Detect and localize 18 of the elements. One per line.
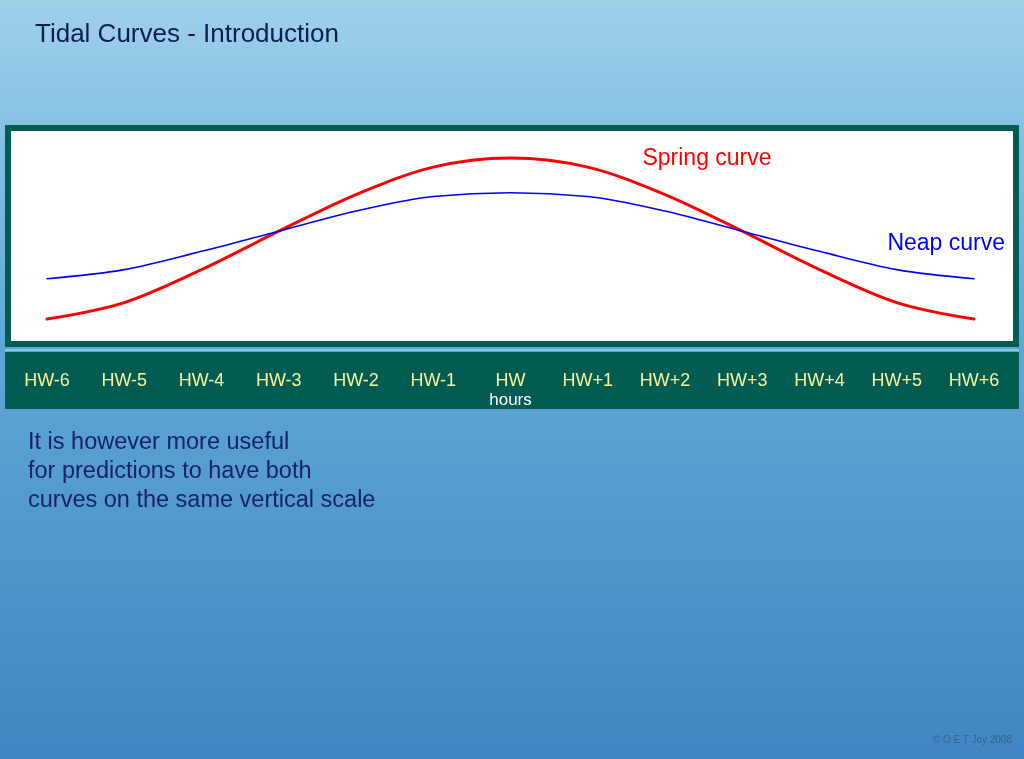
x-tick-label: HW-3 [255,370,302,390]
x-tick-label: HW-1 [410,370,457,390]
x-tick-label: HW+2 [639,370,691,390]
x-axis-title: hours [489,390,532,409]
x-tick-label: HW-5 [101,370,148,390]
series-label: Spring curve [642,144,772,170]
x-tick-label: HW [495,370,526,390]
x-tick-label: HW+5 [871,370,923,390]
x-tick-label: HW-6 [24,370,70,390]
x-tick-label: HW+3 [716,370,768,390]
x-tick-label: HW-4 [178,370,225,390]
chart-title: Tidal Curves - Introduction [35,18,339,48]
series-label: Neap curve [887,229,1005,255]
x-tick-label: HW+4 [794,370,845,390]
x-tick-label: HW+6 [948,370,1000,390]
x-tick-label: HW+1 [562,370,614,390]
x-tick-label: HW-2 [333,370,379,390]
text: It is however more useful for predictions to have both curves on the same vertical scale [28,428,376,512]
